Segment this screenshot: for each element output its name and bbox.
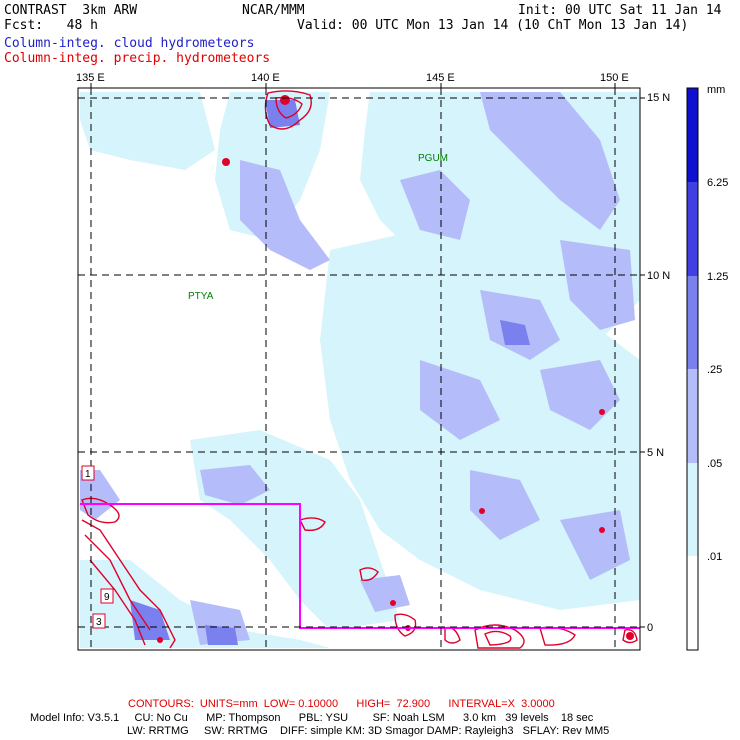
cloud-patch — [560, 510, 630, 580]
contour-line — [359, 567, 379, 582]
colorbar-level-1 — [687, 463, 698, 556]
cloud-shading — [80, 92, 640, 648]
contour-line — [539, 626, 576, 646]
cloud-patch — [265, 100, 300, 128]
institution: NCAR/MMM — [242, 3, 305, 18]
init-time: Init: 00 UTC Sat 11 Jan 14 — [518, 3, 722, 18]
model-info-line1: Model Info: V3.5.1 CU: No Cu MP: Thompso… — [30, 712, 594, 724]
cloud-patch — [560, 240, 635, 330]
colorbar-label-1.25: 1.25 — [707, 271, 729, 283]
precip-cell — [280, 95, 290, 105]
cloud-patch — [80, 470, 120, 520]
contour-line — [81, 519, 176, 649]
cloud-patch — [420, 360, 500, 440]
colorbar-level-5 — [687, 88, 698, 182]
colorbar-label-0.01: .01 — [707, 551, 723, 563]
contour-line — [444, 626, 461, 644]
precip-cell — [479, 508, 485, 514]
contour-line — [299, 517, 326, 532]
inset-box — [80, 503, 640, 629]
valid-time: Valid: 00 UTC Mon 13 Jan 14 (10 ChT Mon … — [297, 18, 689, 33]
colorbar-level-2 — [687, 369, 698, 463]
lat-label-0: 0 — [647, 622, 654, 634]
lon-label-145: 145 E — [426, 72, 455, 84]
lon-label-135: 135 E — [76, 72, 105, 84]
lat-label-10n: 10 N — [647, 270, 671, 282]
precip-cell — [626, 632, 634, 640]
colorbar-level-3 — [687, 276, 698, 369]
precip-cell — [599, 527, 605, 533]
lon-label-150: 150 E — [600, 72, 629, 84]
precip-contours — [81, 90, 638, 649]
colorbar-label-0.25: .25 — [707, 364, 723, 376]
lon-label-140: 140 E — [251, 72, 280, 84]
cloud-patch — [470, 470, 540, 540]
box-markers — [81, 465, 114, 629]
forecast-hour: Fcst: 48 h — [4, 18, 98, 33]
lat-label-5n: 5 N — [647, 447, 665, 459]
map-frame — [77, 87, 641, 651]
graticule — [78, 88, 640, 650]
colorbar-unit: mm — [707, 84, 726, 96]
box-number-9: 9 — [104, 592, 110, 603]
precip-cell — [157, 637, 163, 643]
lat-label-15n: 15 N — [647, 92, 671, 104]
frame-ticks — [90, 83, 645, 628]
legend-cloud-hydrometeors: Column-integ. cloud hydrometeors — [4, 36, 255, 51]
cloud-patch — [200, 465, 270, 505]
contour-line — [474, 624, 525, 649]
box-number-1: 1 — [85, 469, 91, 480]
box-marker-1 — [81, 465, 95, 481]
colorbar — [686, 87, 699, 651]
precip-cell — [599, 409, 605, 415]
cloud-patch — [360, 575, 410, 612]
contour-line — [81, 497, 120, 524]
cloud-patch — [480, 92, 620, 230]
contour-line — [275, 96, 303, 119]
cloud-patch — [240, 160, 330, 270]
colorbar-frame — [686, 87, 699, 651]
station-ptya: PTYA — [188, 291, 214, 302]
precip-cell — [390, 600, 396, 606]
colorbar-level-0 — [687, 556, 698, 650]
contour-info: CONTOURS: UNITS=mm LOW= 0.10000 HIGH= 72… — [128, 698, 555, 710]
box-marker-3 — [92, 613, 106, 629]
model-title: CONTRAST 3km ARW — [4, 3, 138, 18]
box-marker-9 — [100, 588, 114, 604]
cloud-patch — [500, 320, 530, 345]
model-info-line2: LW: RRTMG SW: RRTMG DIFF: simple KM: 3D … — [127, 725, 610, 737]
cloud-patch — [400, 170, 470, 240]
colorbar-label-0.05: .05 — [707, 458, 723, 470]
colorbar-label-6.25: 6.25 — [707, 177, 729, 189]
station-pgum: PGUM — [418, 153, 448, 164]
contour-line — [622, 629, 638, 644]
box-number-3: 3 — [96, 617, 102, 628]
precip-cell — [222, 158, 230, 166]
contour-line — [484, 630, 512, 646]
cloud-patch — [80, 92, 215, 170]
contour-line — [264, 90, 312, 130]
legend-precip-hydrometeors: Column-integ. precip. hydrometeors — [4, 51, 271, 66]
colorbar-level-4 — [687, 182, 698, 276]
cloud-patch — [205, 625, 238, 645]
